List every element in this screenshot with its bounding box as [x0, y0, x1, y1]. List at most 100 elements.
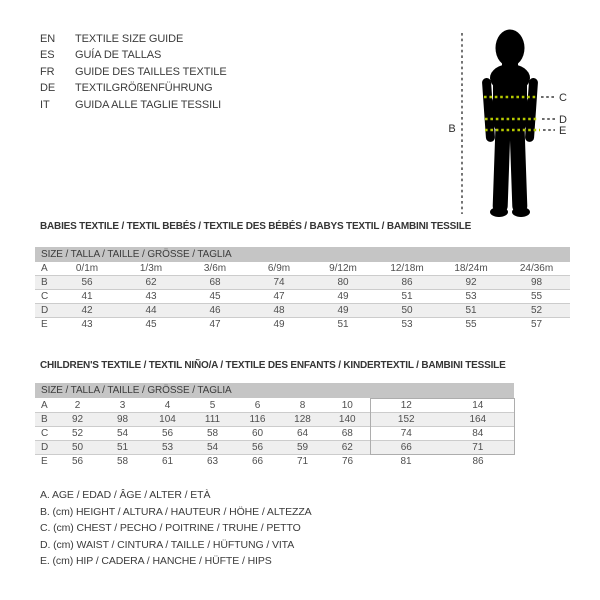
size-cell: 12: [369, 398, 442, 413]
size-cell: 51: [375, 289, 439, 304]
row-label: B: [35, 412, 55, 427]
size-cell: 43: [119, 289, 183, 304]
size-cell: 71: [442, 440, 515, 455]
measurement-legend: A. AGE / EDAD / ÂGE / ALTER / ETÀ B. (cm…: [40, 487, 312, 570]
size-cell: 76: [325, 454, 370, 468]
size-table-row: C 52 54 56 58 60 64 68 74 84: [35, 426, 515, 441]
size-cell: 74: [247, 275, 311, 290]
size-cell: 8: [299, 399, 306, 411]
size-cell: 111: [190, 412, 235, 427]
row-label: A: [41, 263, 48, 274]
size-cell: 49: [311, 289, 375, 304]
legend-line-waist: D. (cm) WAIST / CINTURA / TAILLE / HÜFTU…: [40, 538, 295, 551]
size-table-row: D 42 44 46 48 49 50 51 52: [35, 303, 571, 318]
size-cell: 51: [311, 317, 375, 331]
hip-label: E: [559, 125, 566, 137]
size-cell: 128: [280, 412, 325, 427]
size-cell: 68: [183, 275, 247, 290]
size-cell: 58: [190, 426, 235, 441]
legend-line-hip: E. (cm) HIP / CADERA / HANCHE / HÜFTE / …: [40, 555, 272, 568]
language-title: GUIDE DES TAILLES TEXTILE: [75, 65, 227, 78]
size-cell: 41: [55, 289, 119, 304]
size-cell: 62: [119, 275, 183, 290]
size-cell: 3: [119, 399, 126, 411]
size-cell: 86: [442, 454, 515, 468]
size-cell: 56: [55, 275, 119, 290]
children-table-title: CHILDREN'S TEXTILE / TEXTIL NIÑO/A / TEX…: [40, 360, 506, 371]
language-row: EN TEXTILE SIZE GUIDE: [40, 31, 227, 47]
size-cell: 152: [369, 412, 442, 427]
size-cell: 62: [325, 440, 370, 455]
size-cell: 84: [442, 426, 515, 441]
language-code: FR: [40, 65, 55, 78]
language-title: TEXTILGRÖßENFÜHRUNG: [75, 82, 213, 95]
row-label: E: [35, 454, 55, 468]
size-cell: 164: [442, 412, 515, 427]
legend-line-chest: C. (cm) CHEST / PECHO / POITRINE / TRUHE…: [40, 522, 301, 535]
language-code: EN: [40, 33, 56, 45]
language-title: TEXTILE SIZE GUIDE: [75, 33, 184, 45]
size-table-header-bar: SIZE / TALLA / TAILLE / GRÖSSE / TAGLIA: [35, 247, 571, 262]
size-cell: 50: [55, 440, 100, 455]
size-cell: 56: [55, 454, 100, 468]
measurement-figure: B C D E: [448, 29, 567, 217]
babies-size-table: SIZE / TALLA / TAILLE / GRÖSSE / TAGLIA A…: [35, 247, 571, 331]
row-label: D: [35, 303, 55, 318]
size-cell: 54: [190, 440, 235, 455]
children-size-table: SIZE / TALLA / TAILLE / GRÖSSE / TAGLIA A…: [35, 383, 515, 468]
language-title: GUIDA ALLE TAGLIE TESSILI: [75, 98, 222, 111]
size-cell: 43: [55, 317, 119, 331]
size-cell: 53: [145, 440, 190, 455]
language-row: IT GUIDA ALLE TAGLIE TESSILI: [40, 97, 227, 113]
size-cell: 1/3m: [139, 263, 163, 274]
size-cell: 74: [369, 426, 442, 441]
size-cell: 81: [370, 454, 442, 468]
size-cell: 116: [235, 412, 280, 427]
size-cell: 3/6m: [203, 263, 227, 274]
size-cell: 56: [235, 440, 280, 455]
size-table-row: B 92 98 104 111 116 128 140 152 164: [35, 412, 515, 427]
size-cell: 47: [247, 289, 311, 304]
size-table-row: D 50 51 53 54 56 59 62 66 71: [35, 440, 515, 455]
size-cell: 66: [235, 454, 280, 468]
size-cell: 58: [100, 454, 145, 468]
size-cell: 68: [325, 426, 370, 441]
size-cell: 55: [503, 289, 571, 304]
size-table-row: A 0/1m 1/3m 3/6m 6/9m 9/12m 12/18m 18/24m 24/36m: [35, 262, 570, 276]
size-cell: 4: [164, 399, 171, 411]
size-cell: 18/24m: [454, 263, 488, 274]
size-cell: 63: [190, 454, 235, 468]
size-cell: 98: [503, 275, 571, 290]
waist-label: D: [559, 114, 567, 126]
size-table-row: C 41 43 45 47 49 51 53 55: [35, 289, 571, 304]
size-cell: 51: [439, 303, 503, 318]
size-cell: 80: [311, 275, 375, 290]
size-cell: 92: [55, 412, 100, 427]
size-cell: 42: [55, 303, 119, 318]
height-label: B: [448, 123, 455, 135]
size-cell: 50: [375, 303, 439, 318]
language-row: DE TEXTILGRÖßENFÜHRUNG: [40, 80, 227, 96]
size-cell: 71: [280, 454, 325, 468]
size-table-row: B 56 62 68 74 80 86 92 98: [35, 275, 571, 290]
row-label: C: [35, 289, 55, 304]
legend-line-age: A. AGE / EDAD / ÂGE / ALTER / ETÀ: [40, 489, 211, 501]
row-label: A: [41, 399, 48, 411]
size-cell: 57: [503, 317, 571, 331]
size-cell: 86: [375, 275, 439, 290]
size-cell: 24/36m: [519, 263, 554, 274]
size-cell: 59: [280, 440, 325, 455]
size-cell: 61: [145, 454, 190, 468]
size-cell: 5: [209, 399, 216, 411]
size-cell: 104: [145, 412, 190, 427]
size-cell: 52: [55, 426, 100, 441]
size-cell: 10: [341, 399, 353, 411]
language-title-list: EN TEXTILE SIZE GUIDE ES GUÍA DE TALLAS …: [40, 31, 227, 113]
size-cell: 54: [100, 426, 145, 441]
child-silhouette-icon: [482, 29, 538, 217]
size-cell: 47: [183, 317, 247, 331]
size-cell: 56: [145, 426, 190, 441]
size-cell: 53: [375, 317, 439, 331]
size-cell: 6/9m: [267, 263, 291, 274]
